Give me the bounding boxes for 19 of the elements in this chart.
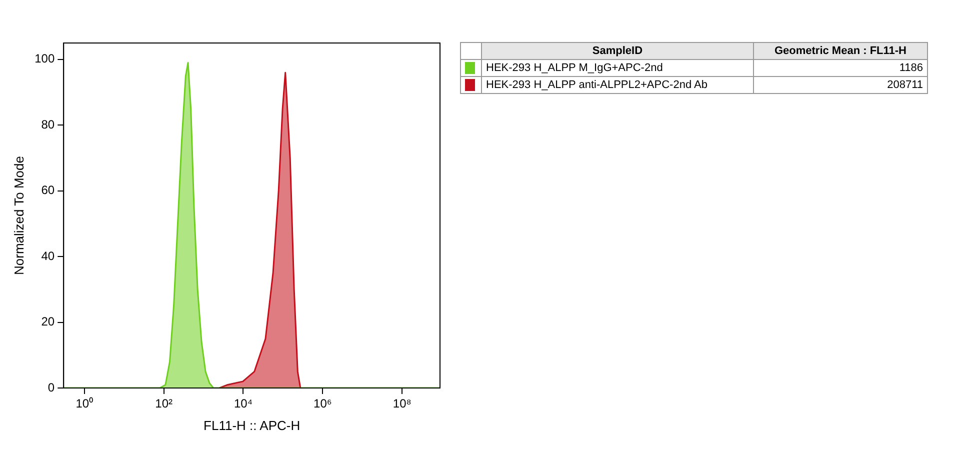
y-tick-label: 0 <box>48 380 55 394</box>
y-tick-label: 80 <box>41 117 55 132</box>
legend-label: HEK-293 H_ALPP anti-ALPPL2+APC-2nd Ab <box>482 76 754 94</box>
x-tick-label: 10⁸ <box>392 396 412 411</box>
x-tick-label: 10² <box>155 396 172 411</box>
y-tick-label: 100 <box>34 52 55 66</box>
text: 208711 <box>754 76 928 94</box>
x-tick-label: 10⁰ <box>76 396 94 411</box>
text: Geometric Mean : FL11-H <box>754 42 928 60</box>
x-tick-label: 10⁶ <box>314 396 332 411</box>
x-tick-label: 10⁴ <box>234 396 253 411</box>
y-axis-title: Normalized To Mode <box>11 156 26 275</box>
y-tick-label: 40 <box>41 248 55 263</box>
y-tick-label: 60 <box>41 183 55 198</box>
x-axis-title: FL11-H :: APC-H <box>204 418 300 433</box>
legend-label: HEK-293 H_ALPP M_IgG+APC-2nd <box>482 60 754 76</box>
legend-title: SampleID <box>482 42 754 60</box>
y-tick-label: 20 <box>41 314 55 329</box>
text: 1186 <box>754 60 928 76</box>
